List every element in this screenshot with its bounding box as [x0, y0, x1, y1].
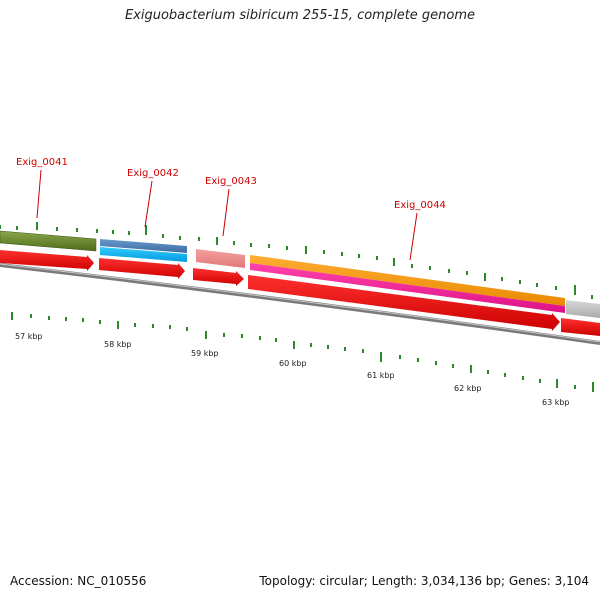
gene-feature-track — [0, 230, 600, 318]
kbp-label-59: 59 kbp — [191, 349, 219, 358]
gene-feature-exig-0041 — [0, 230, 97, 252]
gene-label-exig-0041[interactable]: Exig_0041 — [16, 157, 68, 168]
gene-feature-exig-0042-outer — [100, 239, 187, 253]
outer-tick-row — [0, 222, 593, 299]
map-title: Exiguobacterium sibiricum 255-15, comple… — [124, 8, 476, 23]
kbp-label-58: 58 kbp — [104, 340, 132, 349]
cds-arrow-3 — [193, 268, 244, 286]
genome-summary-text: Topology: circular; Length: 3,034,136 bp… — [259, 574, 589, 588]
gene-feature-exig-0042-inner — [100, 247, 187, 262]
cds-track — [0, 250, 600, 336]
gene-label-group-0044[interactable]: Exig_0044 — [394, 200, 446, 261]
gene-feature-exig-0044-inner — [250, 263, 565, 313]
gene-feature-exig-0044-outer — [250, 255, 565, 306]
kbp-label-62: 62 kbp — [454, 384, 482, 393]
cds-arrow-2 — [99, 258, 185, 279]
gene-label-exig-0044[interactable]: Exig_0044 — [394, 200, 446, 211]
genome-backbone — [0, 263, 600, 345]
kbp-label-61: 61 kbp — [367, 371, 395, 380]
inner-tick-row — [11, 312, 594, 392]
gene-label-group-0041[interactable]: Exig_0041 — [16, 157, 68, 219]
cds-arrow-4 — [248, 275, 560, 331]
cds-arrow-5 — [561, 318, 600, 336]
gene-label-exig-0042[interactable]: Exig_0042 — [127, 168, 179, 179]
gene-label-group-0043[interactable]: Exig_0043 — [205, 176, 257, 237]
gene-feature-exig-0043 — [196, 249, 245, 268]
accession-text: Accession: NC_010556 — [10, 574, 147, 588]
gene-label-exig-0043[interactable]: Exig_0043 — [205, 176, 257, 187]
kbp-label-63: 63 kbp — [542, 398, 570, 407]
gene-label-group-0042[interactable]: Exig_0042 — [127, 168, 179, 228]
cds-arrow-1 — [0, 250, 94, 271]
kbp-label-60: 60 kbp — [279, 359, 307, 368]
kbp-label-57: 57 kbp — [15, 332, 43, 341]
gene-feature-next — [566, 300, 600, 318]
